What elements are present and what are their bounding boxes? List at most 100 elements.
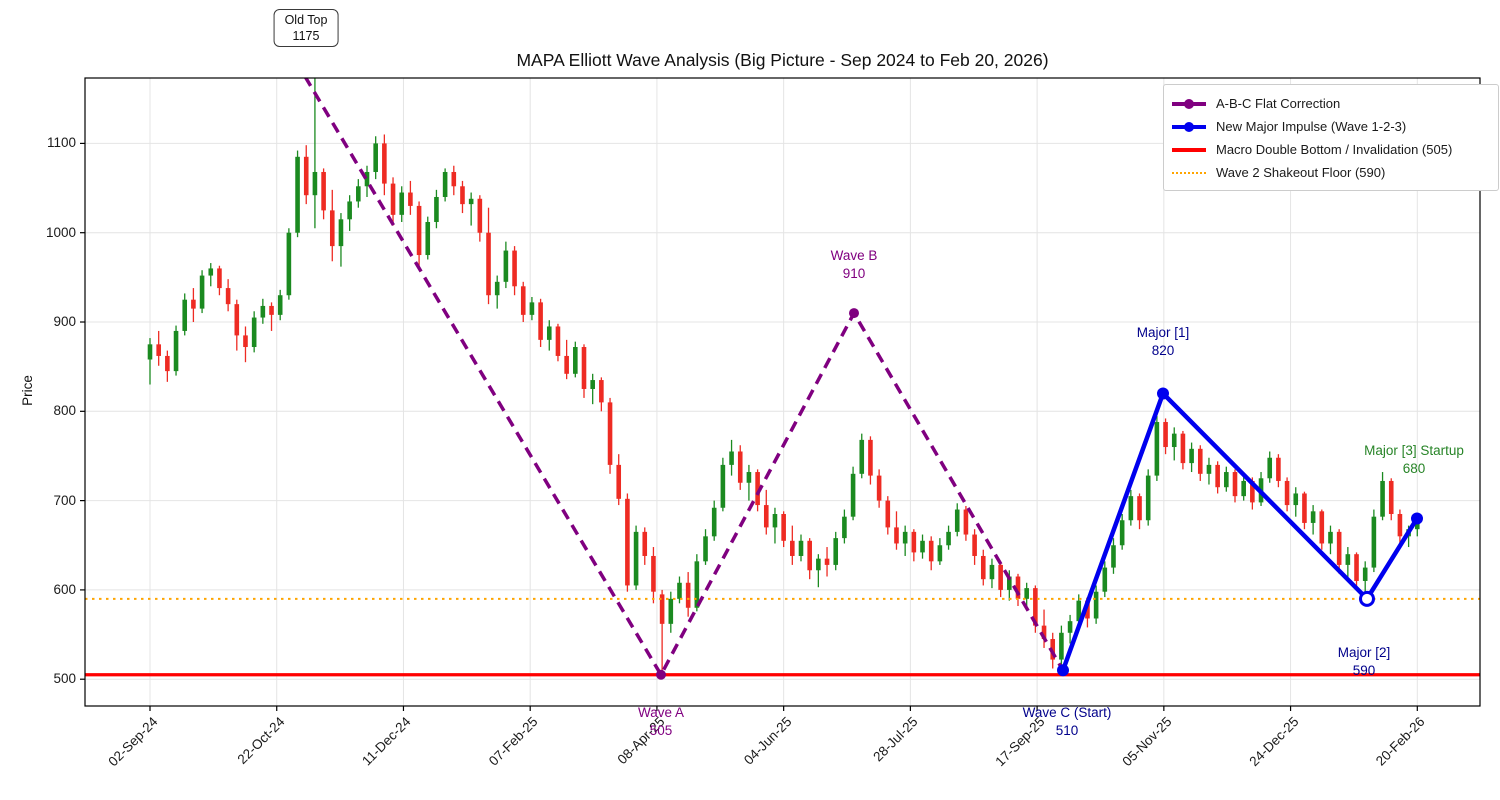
candle xyxy=(1336,529,1342,574)
candle xyxy=(243,326,248,363)
candle xyxy=(564,339,569,380)
candle xyxy=(503,241,509,289)
candle xyxy=(1284,477,1290,512)
candle xyxy=(711,500,717,541)
candle xyxy=(451,165,457,196)
candle xyxy=(486,207,491,305)
candle xyxy=(1102,561,1108,598)
candle xyxy=(685,572,691,617)
candle xyxy=(599,377,604,412)
candle xyxy=(1119,514,1125,550)
candle xyxy=(382,134,387,196)
new-major-impulse-marker xyxy=(1157,387,1169,400)
candle xyxy=(1180,430,1186,470)
y-tick-label: 900 xyxy=(53,314,76,329)
candle xyxy=(1354,552,1359,590)
candle xyxy=(1310,505,1316,535)
candle xyxy=(816,554,821,588)
chart-title: MAPA Elliott Wave Analysis (Big Picture … xyxy=(516,50,1049,70)
candle xyxy=(876,469,882,508)
y-tick-label: 600 xyxy=(53,581,76,597)
candle xyxy=(408,180,413,215)
candle xyxy=(1024,582,1029,608)
candle xyxy=(1189,442,1194,473)
candle xyxy=(425,216,431,260)
candle xyxy=(173,325,179,376)
candle xyxy=(286,228,292,300)
candle xyxy=(1345,547,1351,580)
anno-wave-b: Wave B 910 xyxy=(830,248,878,281)
candle xyxy=(1145,469,1151,526)
y-tick-label: 1000 xyxy=(45,224,76,240)
candle xyxy=(329,189,335,262)
candle xyxy=(972,529,977,565)
candle xyxy=(1224,466,1229,492)
old-top-value: 1175 xyxy=(292,29,320,43)
candle xyxy=(1137,493,1142,530)
new-major-impulse-line xyxy=(1057,387,1423,677)
candle xyxy=(1302,491,1307,530)
tick-marks xyxy=(80,142,1418,711)
candle xyxy=(373,136,378,180)
candle xyxy=(798,534,804,562)
candle xyxy=(1380,472,1385,521)
legend-label: New Major Impulse (Wave 1-2-3) xyxy=(1216,119,1407,134)
candle xyxy=(642,527,648,565)
candle xyxy=(677,576,682,604)
candle xyxy=(1128,489,1134,526)
candle xyxy=(538,298,543,348)
red-line-icon xyxy=(1172,145,1206,155)
candle xyxy=(442,168,448,202)
candle xyxy=(1163,418,1168,455)
candle xyxy=(772,507,778,544)
candle xyxy=(321,168,326,220)
purple-line-marker-icon xyxy=(1172,98,1206,109)
anno-major-2: Major [2] 590 xyxy=(1337,645,1391,678)
candle xyxy=(1267,451,1273,483)
candle xyxy=(807,538,812,580)
candle xyxy=(746,464,752,501)
candle xyxy=(885,496,891,535)
candle xyxy=(963,505,969,541)
candle xyxy=(1319,509,1325,550)
candle xyxy=(833,531,839,571)
candle xyxy=(434,189,439,229)
candle xyxy=(824,547,830,577)
candle xyxy=(937,538,943,565)
candle xyxy=(894,511,899,550)
legend-item-shakeout-floor: Wave 2 Shakeout Floor (590) xyxy=(1172,161,1488,184)
candle xyxy=(1293,487,1299,517)
candle xyxy=(199,270,205,314)
candle xyxy=(720,457,726,512)
candle xyxy=(1362,561,1368,592)
candle xyxy=(1388,478,1394,521)
candle xyxy=(260,298,266,324)
candle xyxy=(269,302,274,331)
old-top-annotation-box: Old Top 1175 xyxy=(273,9,339,47)
candle xyxy=(529,297,535,321)
legend-label: Wave 2 Shakeout Floor (590) xyxy=(1216,165,1386,180)
candle xyxy=(165,350,170,382)
candle xyxy=(460,180,465,214)
anno-wave-a: Wave A 505 xyxy=(637,705,685,738)
legend-label: A-B-C Flat Correction xyxy=(1216,96,1341,111)
candle xyxy=(182,293,188,336)
candle xyxy=(251,311,257,353)
candle xyxy=(356,179,361,208)
y-tick-label: 800 xyxy=(53,403,76,419)
candle xyxy=(347,195,352,231)
candle xyxy=(494,275,500,309)
candle xyxy=(625,493,630,592)
new-major-impulse-open-marker xyxy=(1359,590,1375,607)
legend-item-invalidation: Macro Double Bottom / Invalidation (505) xyxy=(1172,138,1488,161)
candle xyxy=(1197,445,1203,481)
candle xyxy=(842,509,847,544)
candle xyxy=(1232,469,1238,503)
candle xyxy=(312,78,318,229)
candle xyxy=(1093,585,1099,624)
legend: A-B-C Flat Correction New Major Impulse … xyxy=(1163,84,1499,191)
candle xyxy=(1111,538,1116,574)
candle xyxy=(850,466,856,521)
candlestick-series xyxy=(147,78,1420,673)
